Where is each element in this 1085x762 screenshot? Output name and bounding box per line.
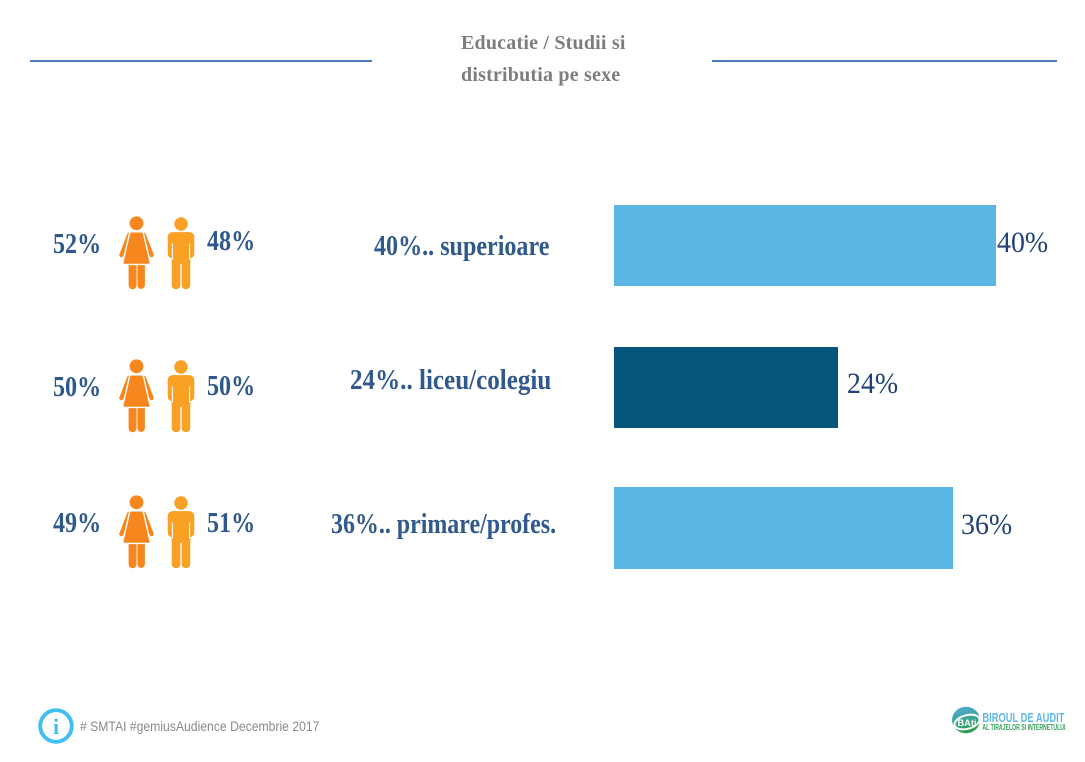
svg-text:BIROUL DE AUDIT: BIROUL DE AUDIT xyxy=(982,710,1064,725)
svg-text:BAti: BAti xyxy=(958,718,977,729)
svg-text:i: i xyxy=(53,714,59,739)
svg-text:AL TIRAJELOR SI INTERNETULUI: AL TIRAJELOR SI INTERNETULUI xyxy=(982,723,1065,732)
